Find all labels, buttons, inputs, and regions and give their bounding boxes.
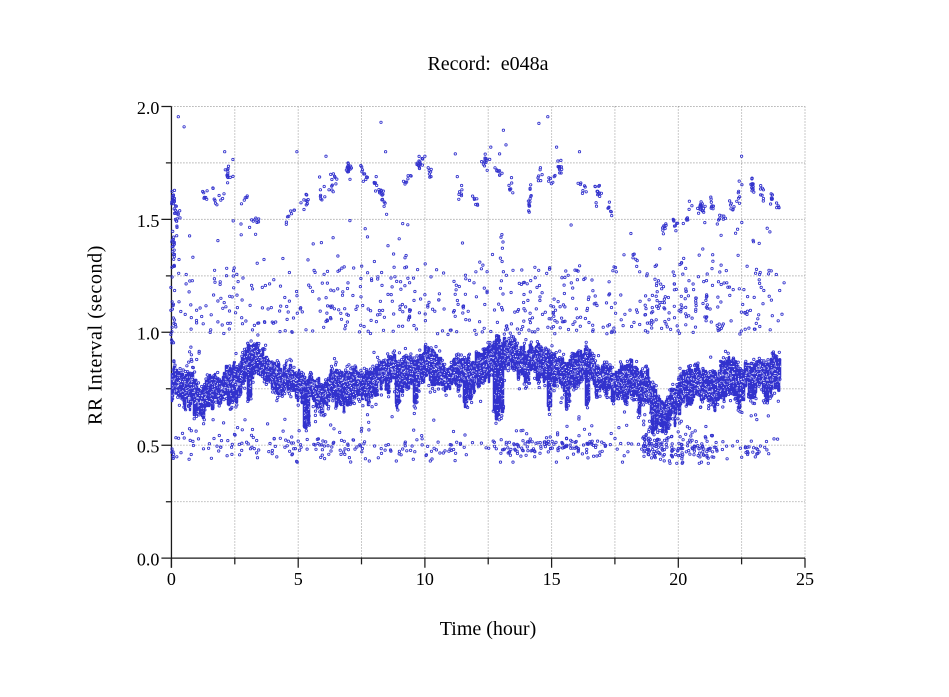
svg-text:1.0: 1.0 xyxy=(137,324,160,344)
svg-text:15: 15 xyxy=(543,569,561,589)
svg-text:25: 25 xyxy=(796,569,814,589)
svg-text:Record: e048a: Record: e048a xyxy=(427,53,548,75)
svg-text:0: 0 xyxy=(167,569,176,589)
svg-text:2.0: 2.0 xyxy=(137,98,160,118)
svg-text:10: 10 xyxy=(416,569,434,589)
svg-text:5: 5 xyxy=(294,569,303,589)
svg-text:RR Interval (second): RR Interval (second) xyxy=(85,245,107,425)
svg-text:0.0: 0.0 xyxy=(137,550,160,570)
svg-text:20: 20 xyxy=(669,569,687,589)
svg-text:0.5: 0.5 xyxy=(137,437,160,457)
svg-text:1.5: 1.5 xyxy=(137,211,160,231)
svg-text:Time (hour): Time (hour) xyxy=(440,618,536,640)
